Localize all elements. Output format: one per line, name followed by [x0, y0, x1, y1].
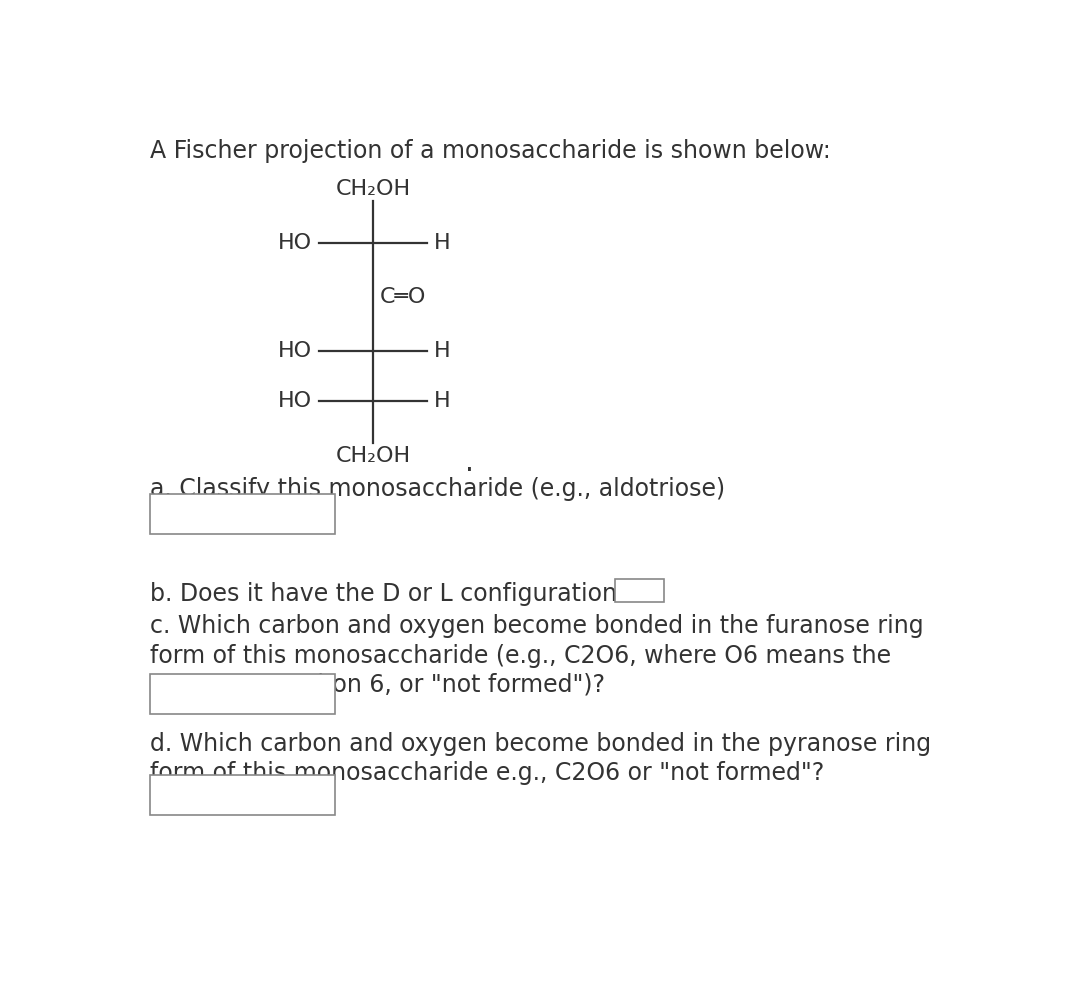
- Text: A Fischer projection of a monosaccharide is shown below:: A Fischer projection of a monosaccharide…: [150, 139, 830, 163]
- Text: HO: HO: [278, 391, 312, 411]
- Text: H: H: [433, 341, 451, 361]
- Text: form of this monosaccharide (e.g., C2O6, where O6 means the: form of this monosaccharide (e.g., C2O6,…: [150, 644, 890, 668]
- Text: CH₂OH: CH₂OH: [335, 179, 411, 199]
- Text: CH₂OH: CH₂OH: [335, 446, 411, 466]
- FancyBboxPatch shape: [616, 579, 664, 602]
- Text: H: H: [433, 391, 451, 411]
- FancyBboxPatch shape: [150, 774, 335, 815]
- Text: oxygen on carbon 6, or "not formed")?: oxygen on carbon 6, or "not formed")?: [150, 673, 605, 697]
- Text: .: .: [465, 449, 473, 477]
- Text: H: H: [433, 233, 451, 253]
- Text: b. Does it have the D or L configuration?: b. Does it have the D or L configuration…: [150, 582, 630, 606]
- Text: a. Classify this monosaccharide (e.g., aldotriose): a. Classify this monosaccharide (e.g., a…: [150, 477, 724, 501]
- Text: HO: HO: [278, 233, 312, 253]
- Text: d. Which carbon and oxygen become bonded in the pyranose ring: d. Which carbon and oxygen become bonded…: [150, 732, 931, 756]
- FancyBboxPatch shape: [150, 674, 335, 714]
- Text: C═O: C═O: [379, 287, 426, 307]
- Text: c. Which carbon and oxygen become bonded in the furanose ring: c. Which carbon and oxygen become bonded…: [150, 614, 924, 638]
- Text: HO: HO: [278, 341, 312, 361]
- Text: form of this monosaccharide e.g., C2O6 or "not formed"?: form of this monosaccharide e.g., C2O6 o…: [150, 761, 824, 785]
- FancyBboxPatch shape: [150, 494, 335, 534]
- Text: v: v: [647, 584, 653, 597]
